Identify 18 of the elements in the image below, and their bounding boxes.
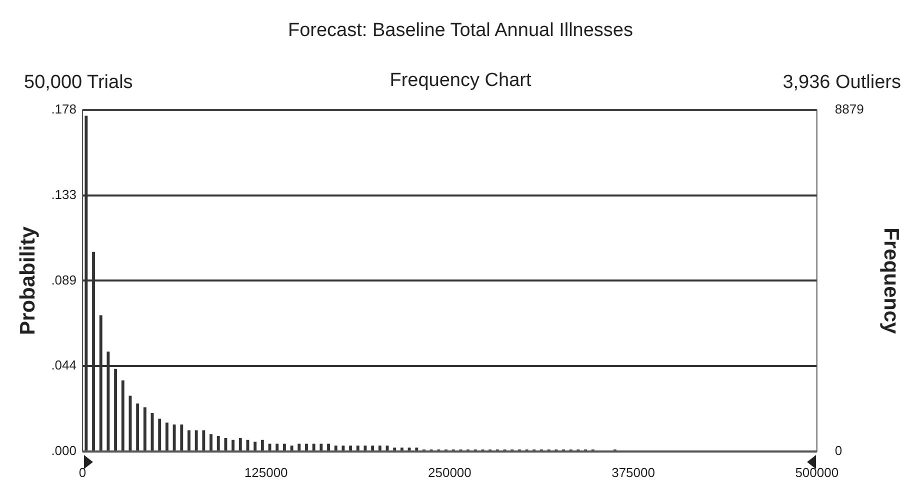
text: 50,000 Trials: [24, 72, 133, 94]
y2-tick-label: 0: [834, 442, 842, 458]
y2-axis-title: Frequency: [880, 228, 903, 334]
x-tick-label: 125000: [244, 464, 288, 480]
x-tick-label: 375000: [612, 464, 655, 480]
y-tick-label: .089: [51, 272, 76, 288]
x-tick-label: 250000: [428, 464, 472, 480]
y-tick-label: .133: [51, 186, 76, 202]
y-tick-label: .044: [51, 358, 76, 373]
y-axis-title: Probability: [16, 226, 40, 335]
y2-tick-label: 8879: [834, 102, 864, 117]
x-tick-label: 500000: [795, 464, 839, 480]
chart-title: Forecast: Baseline Total Annual Illnesses: [286, 20, 634, 42]
y-tick-label: .000: [51, 442, 76, 458]
x-tick-label: 0: [78, 464, 86, 480]
chart-subtitle: Frequency Chart: [390, 70, 532, 91]
text: 3,936 Outliers: [782, 72, 901, 94]
y-tick-label: .178: [51, 102, 76, 117]
